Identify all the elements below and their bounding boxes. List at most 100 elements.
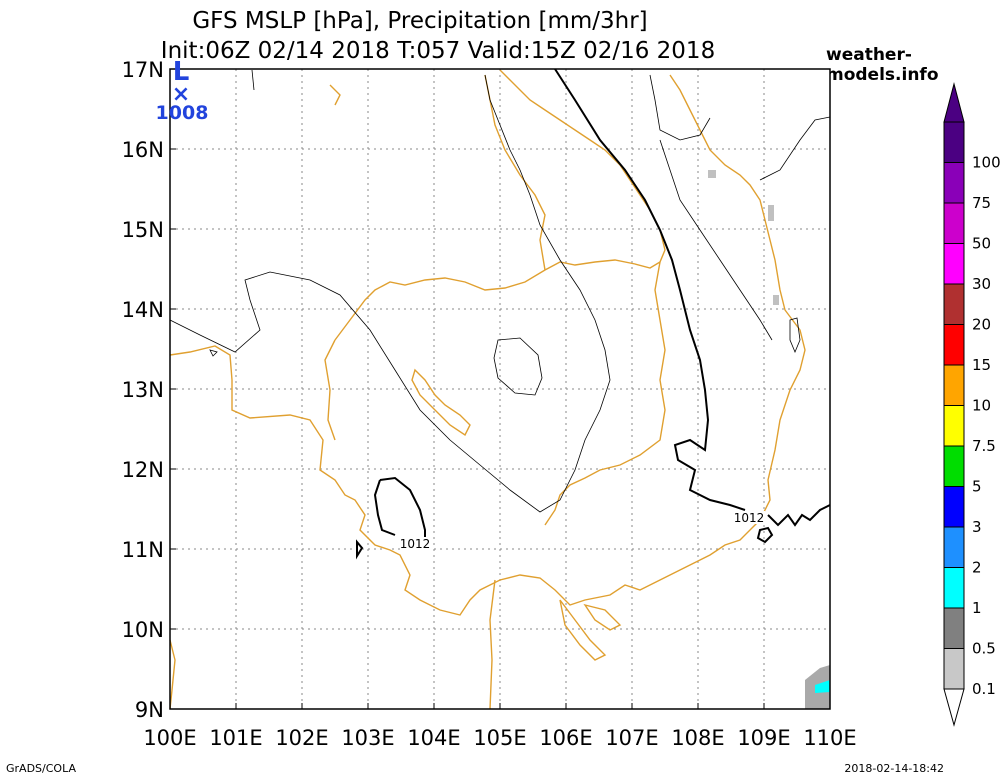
isobar-east-oval xyxy=(789,317,801,354)
low-marker-x: × xyxy=(172,82,190,107)
isobar-small-oval xyxy=(493,337,543,396)
isobar-1012-west-2 xyxy=(373,479,396,536)
lon-tick-label: 106E xyxy=(539,726,592,750)
legend-label: 15 xyxy=(972,356,991,374)
chart-title: GFS MSLP [hPa], Precipitation [mm/3hr] xyxy=(192,8,648,34)
legend-swatch xyxy=(943,526,965,568)
isobar-1012-east xyxy=(554,68,746,511)
coastlines xyxy=(169,69,806,710)
lat-tick-label: 15N xyxy=(122,218,164,242)
legend-label: 1 xyxy=(972,599,982,617)
legend-label: 5 xyxy=(972,478,982,496)
legend-label: 50 xyxy=(972,235,991,253)
legend-swatch xyxy=(943,121,965,163)
lat-tick-label: 10N xyxy=(122,618,164,642)
website-label: weather-models.info xyxy=(826,45,939,85)
legend-swatch xyxy=(943,445,965,487)
tonle-sap xyxy=(411,368,471,437)
isobar-1012-small xyxy=(356,539,364,560)
lon-tick-label: 109E xyxy=(737,726,790,750)
legend-swatch xyxy=(943,243,965,285)
legend-swatch xyxy=(943,486,965,528)
legend-label: 0.5 xyxy=(972,640,996,658)
lat-tick-label: 11N xyxy=(122,538,164,562)
isobar-1012-loop xyxy=(756,526,774,544)
lat-tick-label: 17N xyxy=(122,58,164,82)
isobar-1010 xyxy=(169,74,611,513)
legend-swatch xyxy=(943,607,965,649)
lon-axis-labels: 100E 101E 102E 103E 104E 105E 106E 107E 108E 109E… xyxy=(143,703,857,750)
coastline-south xyxy=(489,579,496,710)
island-north xyxy=(329,84,341,106)
isobar-east-2 xyxy=(649,74,711,141)
low-value: 1008 xyxy=(156,102,209,124)
legend-label: 2 xyxy=(972,559,982,577)
lon-tick-label: 104E xyxy=(407,726,460,750)
coastline-cambodia-laos xyxy=(334,69,666,341)
legend-swatch xyxy=(943,324,965,366)
isobars-thick xyxy=(356,68,831,560)
footer-right: 2018-02-14-18:42 xyxy=(844,762,944,775)
precip-legend: 100 75 50 30 20 15 10 7.5 5 3 2 1 0.5 0.1 xyxy=(943,82,1000,727)
isobars-thin xyxy=(169,69,831,513)
coastline-border-vn-kh xyxy=(544,261,666,526)
legend-bottom-arrow xyxy=(943,688,965,727)
legend-label: 10 xyxy=(972,397,991,415)
isobar-north-tick xyxy=(251,69,255,91)
lon-tick-label: 102E xyxy=(275,726,328,750)
legend-swatch xyxy=(943,202,965,244)
precip-cyan xyxy=(815,680,830,693)
isobar-east-3 xyxy=(759,116,831,181)
mekong-delta xyxy=(559,599,607,661)
lat-tick-label: 14N xyxy=(122,298,164,322)
isobar-1012-wave xyxy=(767,504,831,527)
precip-patch xyxy=(708,170,830,709)
isobar-labels: 1012 1012 xyxy=(400,511,765,551)
lat-axis-labels: 17N 16N 15N 14N 13N 12N 11N 10N 9N xyxy=(122,58,176,722)
lat-tick-label: 9N xyxy=(135,698,164,722)
legend-label: 20 xyxy=(972,316,991,334)
isobar-label-west: 1012 xyxy=(400,537,431,551)
lon-tick-label: 107E xyxy=(605,726,658,750)
lon-tick-label: 110E xyxy=(803,726,856,750)
precip-speck-2 xyxy=(768,205,774,221)
lon-tick-label: 108E xyxy=(671,726,724,750)
legend-label: 75 xyxy=(972,194,991,212)
lon-tick-label: 105E xyxy=(473,726,526,750)
lon-tick-label: 101E xyxy=(209,726,262,750)
legend-label: 3 xyxy=(972,518,982,536)
mekong-delta-2 xyxy=(583,603,622,631)
coastline-vietnam-east xyxy=(669,74,806,521)
low-letter: L xyxy=(173,57,190,87)
precip-speck-3 xyxy=(773,295,779,305)
legend-swatch xyxy=(943,162,965,204)
isobar-1012-west xyxy=(379,476,426,540)
lon-tick-label: 100E xyxy=(143,726,196,750)
gridlines xyxy=(170,69,830,709)
legend-swatch xyxy=(943,648,965,690)
lon-tick-label: 103E xyxy=(341,726,394,750)
legend-top-arrow xyxy=(943,82,965,123)
legend-label: 7.5 xyxy=(972,437,996,455)
legend-label: 0.1 xyxy=(972,680,996,698)
low-pressure-center: L × 1008 xyxy=(156,57,209,124)
isobar-small-1 xyxy=(209,349,218,357)
legend-swatch xyxy=(943,364,965,406)
lat-tick-label: 13N xyxy=(122,378,164,402)
footer-left: GrADS/COLA xyxy=(6,762,76,775)
isobar-label-east: 1012 xyxy=(734,511,765,525)
legend-label: 30 xyxy=(972,275,991,293)
legend-swatch xyxy=(943,405,965,447)
chart-subtitle: Init:06Z 02/14 2018 T:057 Valid:15Z 02/1… xyxy=(160,38,716,64)
lat-tick-label: 16N xyxy=(122,138,164,162)
lat-tick-label: 12N xyxy=(122,458,164,482)
legend-label: 100 xyxy=(972,154,1000,172)
legend-swatch xyxy=(943,283,965,325)
coastline-west-edge xyxy=(169,639,176,710)
coastline-border-mekong xyxy=(484,74,546,271)
coastline-gulf-thailand xyxy=(169,345,761,616)
legend-swatch xyxy=(943,567,965,609)
isobar-east-1 xyxy=(659,139,773,341)
precip-speck-1 xyxy=(708,170,716,178)
